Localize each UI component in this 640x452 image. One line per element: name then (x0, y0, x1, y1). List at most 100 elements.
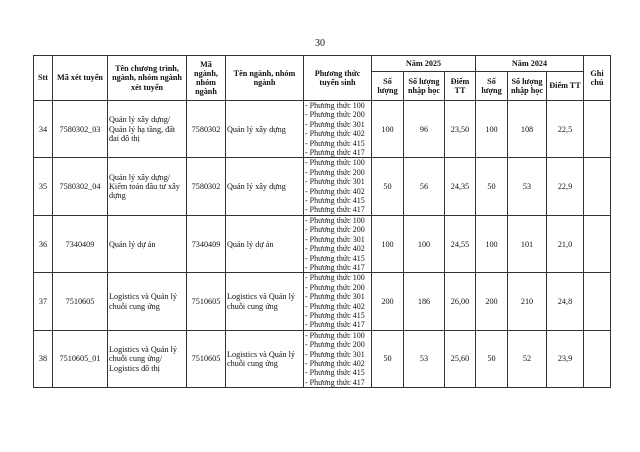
phuong-thuc-item: - Phương thức 415 (305, 310, 365, 320)
diem-2025-cell: 24,55 (444, 214, 476, 274)
admission-table: Stt Mã xét tuyển Tên chương trình, ngành… (33, 55, 611, 389)
phuong-thuc-item: - Phương thức 100 (305, 330, 365, 340)
phuong-thuc-item: - Phương thức 100 (305, 158, 365, 168)
so-luong-2024-cell: 50 (475, 157, 508, 216)
diem-2025-cell: 26,00 (444, 272, 476, 331)
nhap-hoc-2025-cell: 56 (403, 157, 445, 216)
ma-xet-tuyen-cell: 7340409 (52, 214, 108, 274)
ten-chuong-trinh-cell: Quản lý xây dựng/ Quản lý hạ tầng, đất đ… (107, 99, 187, 159)
nhap-hoc-2024-cell: 108 (507, 99, 547, 159)
phuong-thuc-item: - Phương thức 417 (305, 320, 365, 330)
stt-cell: 36 (33, 214, 53, 274)
stt-cell: 35 (33, 157, 53, 216)
phuong-thuc-item: - Phương thức 417 (305, 262, 365, 272)
header-nhap-hoc-2025: Số lượng nhập học (403, 71, 445, 101)
page-number: 30 (315, 38, 325, 49)
ten-chuong-trinh-cell: Quản lý dự án (107, 214, 187, 274)
ma-xet-tuyen-cell: 7580302_04 (52, 157, 108, 216)
phuong-thuc-item: - Phương thức 200 (305, 282, 365, 292)
ten-nganh-cell: Quản lý xây dựng (225, 157, 304, 216)
ghi-chu-cell (583, 214, 611, 274)
nhap-hoc-2024-cell: 52 (507, 329, 547, 389)
nhap-hoc-2025-cell: 96 (403, 99, 445, 159)
ma-nganh-cell: 7340409 (186, 214, 226, 274)
ma-xet-tuyen-cell: 7510605_01 (52, 329, 108, 389)
stt-cell: 38 (33, 329, 53, 389)
ma-xet-tuyen-cell: 7510605 (52, 272, 108, 331)
phuong-thuc-item: - Phương thức 100 (305, 215, 365, 225)
header-ghi-chu: Ghi chú (583, 55, 611, 101)
ma-nganh-cell: 7510605 (186, 329, 226, 389)
nhap-hoc-2025-cell: 53 (403, 329, 445, 389)
table-row: 36 7340409 Quản lý dự án 7340409 Quản lý dự … (33, 214, 611, 274)
phuong-thuc-item: - Phương thức 200 (305, 110, 365, 120)
header-phuong-thuc: Phương thức tuyển sinh (303, 55, 372, 101)
ghi-chu-cell (583, 272, 611, 331)
diem-2024-cell: 23,9 (546, 329, 584, 389)
phuong-thuc-item: - Phương thức 415 (305, 138, 365, 148)
phuong-thuc-item: - Phương thức 301 (305, 234, 365, 244)
table-row: 38 7510605_01 Logistics và Quản lý chuỗi c… (33, 329, 611, 389)
nhap-hoc-2025-cell: 186 (403, 272, 445, 331)
so-luong-2025-cell: 50 (371, 157, 404, 216)
diem-2025-cell: 24,35 (444, 157, 476, 216)
diem-2024-cell: 22,9 (546, 157, 584, 216)
header-stt: Stt (33, 55, 53, 101)
phuong-thuc-item: - Phương thức 200 (305, 340, 365, 350)
header-diem-2024: Điểm TT (546, 71, 584, 101)
phuong-thuc-item: - Phương thức 100 (305, 101, 365, 110)
table-row: 34 7580302_03 Quản lý xây dựng/ Quản lý hạ… (33, 99, 611, 159)
ten-nganh-cell: Logistics và Quản lý chuỗi cung ứng (225, 329, 304, 389)
nhap-hoc-2025-cell: 100 (403, 214, 445, 274)
header-diem-2025: Điểm TT (444, 71, 476, 101)
header-ma-xet-tuyen: Mã xét tuyển (52, 55, 108, 101)
stt-cell: 34 (33, 99, 53, 159)
phuong-thuc-item: - Phương thức 200 (305, 167, 365, 177)
ghi-chu-cell (583, 329, 611, 389)
header-so-luong-2024: Số lượng (475, 71, 508, 101)
ghi-chu-cell (583, 157, 611, 216)
phuong-thuc-item: - Phương thức 301 (305, 119, 365, 129)
phuong-thuc-item: - Phương thức 402 (305, 186, 365, 196)
header-nhap-hoc-2024: Số lượng nhập học (507, 71, 547, 101)
diem-2025-cell: 23,50 (444, 99, 476, 159)
phuong-thuc-item: - Phương thức 417 (305, 148, 365, 158)
so-luong-2025-cell: 100 (371, 214, 404, 274)
phuong-thuc-item: - Phương thức 415 (305, 368, 365, 378)
phuong-thuc-item: - Phương thức 301 (305, 177, 365, 187)
phuong-thuc-item: - Phương thức 100 (305, 273, 365, 283)
ten-nganh-cell: Quản lý xây dựng (225, 99, 304, 159)
phuong-thuc-item: - Phương thức 415 (305, 253, 365, 263)
ma-nganh-cell: 7580302 (186, 99, 226, 159)
phuong-thuc-item: - Phương thức 301 (305, 349, 365, 359)
phuong-thuc-item: - Phương thức 402 (305, 244, 365, 254)
phuong-thuc-item: - Phương thức 200 (305, 225, 365, 235)
ten-nganh-cell: Logistics và Quản lý chuỗi cung ứng (225, 272, 304, 331)
ten-nganh-cell: Quản lý dự án (225, 214, 304, 274)
phuong-thuc-item: - Phương thức 402 (305, 301, 365, 311)
ten-chuong-trinh-cell: Logistics và Quản lý chuỗi cung ứng (107, 272, 187, 331)
header-ma-nganh: Mã ngành, nhóm ngành (186, 55, 226, 101)
nhap-hoc-2024-cell: 53 (507, 157, 547, 216)
so-luong-2025-cell: 100 (371, 99, 404, 159)
phuong-thuc-cell: - Phương thức 100- Phương thức 200- Phươ… (303, 214, 372, 274)
header-nam-2024: Năm 2024 (475, 55, 584, 72)
diem-2024-cell: 24,8 (546, 272, 584, 331)
stt-cell: 37 (33, 272, 53, 331)
so-luong-2025-cell: 50 (371, 329, 404, 389)
header-ten-nganh: Tên ngành, nhóm ngành (225, 55, 304, 101)
nhap-hoc-2024-cell: 210 (507, 272, 547, 331)
header-so-luong-2025: Số lượng (371, 71, 404, 101)
ten-chuong-trinh-cell: Logistics và Quản lý chuỗi cung ứng/ Log… (107, 329, 187, 389)
phuong-thuc-item: - Phương thức 417 (305, 205, 365, 215)
phuong-thuc-item: - Phương thức 301 (305, 292, 365, 302)
ma-nganh-cell: 7510605 (186, 272, 226, 331)
diem-2024-cell: 22,5 (546, 99, 584, 159)
table-row: 35 7580302_04 Quản lý xây dựng/ Kiểm toán … (33, 157, 611, 216)
header-ten-chuong-trinh: Tên chương trình, ngành, nhóm ngành xét … (107, 55, 187, 101)
phuong-thuc-item: - Phương thức 415 (305, 196, 365, 206)
phuong-thuc-cell: - Phương thức 100- Phương thức 200- Phươ… (303, 157, 372, 216)
diem-2024-cell: 21,0 (546, 214, 584, 274)
ma-nganh-cell: 7580302 (186, 157, 226, 216)
phuong-thuc-item: - Phương thức 417 (305, 377, 365, 387)
